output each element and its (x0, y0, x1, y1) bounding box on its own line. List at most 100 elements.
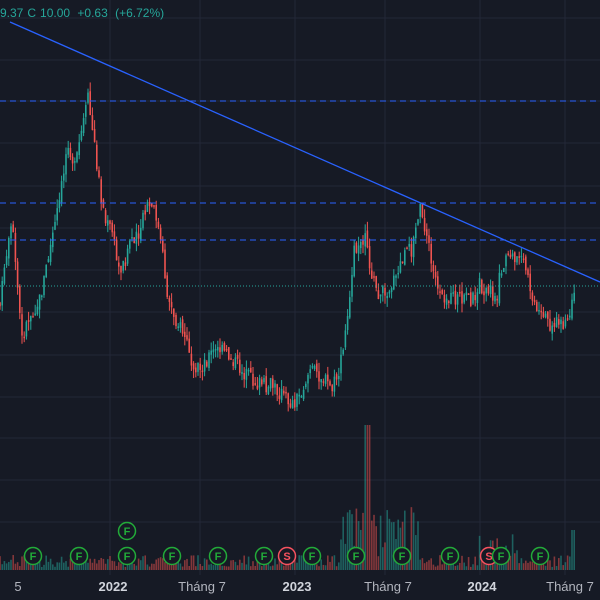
event-letter: F (399, 551, 406, 563)
dividend-event-icon[interactable]: F (440, 546, 460, 566)
volume-bar (470, 566, 472, 570)
dividend-event-icon[interactable]: F (208, 546, 228, 566)
volume-bar (329, 561, 331, 570)
volume-bar (547, 559, 549, 570)
horizontal-levels[interactable] (0, 100, 600, 287)
candle-body (135, 231, 138, 244)
candle-body (170, 301, 173, 308)
candle-body (555, 317, 558, 328)
candle-body (184, 331, 186, 338)
volume-bar (531, 561, 534, 570)
volume-bar (542, 561, 545, 570)
candle-body (206, 361, 208, 367)
candle-body (228, 347, 230, 360)
candle-body (126, 248, 129, 264)
volume-bar (540, 564, 542, 570)
candle-body (536, 301, 538, 311)
volume-bar (527, 562, 529, 570)
candle-body (208, 352, 210, 368)
candle-body (162, 239, 164, 252)
volume-bar (390, 522, 393, 570)
candle-body (38, 294, 41, 310)
dividend-event-icon[interactable]: F (392, 546, 412, 566)
volume-bar (60, 556, 63, 570)
candle-body (188, 338, 190, 353)
volume-bar (38, 561, 41, 570)
time-axis[interactable]: 5 2022 Tháng 7 2023 Tháng 7 2024 Tháng 7 (0, 575, 600, 600)
volume-bar (366, 425, 369, 570)
candle-body (452, 292, 454, 294)
volume-bar (507, 555, 509, 570)
candle-body (520, 255, 523, 258)
candle-body (562, 321, 564, 329)
volume-bar (52, 564, 54, 570)
dividend-event-icon[interactable]: F (69, 546, 89, 566)
dividend-event-icon[interactable]: F (162, 546, 182, 566)
candle-body (287, 393, 289, 405)
volume-bar (43, 564, 45, 570)
dividend-event-icon[interactable]: F (491, 546, 511, 566)
candle-body (344, 330, 347, 348)
legend-close-label: C (27, 6, 37, 20)
candle-body (261, 379, 263, 385)
candle-body (494, 295, 496, 302)
dividend-event-icon[interactable]: F (302, 546, 322, 566)
dividend-event-icon[interactable]: F (254, 546, 274, 566)
dividend-event-icon[interactable]: F (346, 546, 366, 566)
volume-bar (298, 555, 300, 570)
candle-body (362, 240, 364, 245)
candle-body (192, 363, 195, 370)
candle-body (481, 279, 483, 294)
descending-trendline[interactable] (9, 21, 600, 283)
candle-body (91, 115, 94, 130)
candle-body (67, 147, 69, 155)
event-letter: F (124, 551, 131, 563)
candle-body (505, 255, 507, 267)
event-markers[interactable]: F F F F F F S F F F F S F FF (23, 521, 550, 566)
candle-body (289, 403, 292, 408)
candle-body (302, 389, 305, 399)
ohlc-legend: 9.37 C 10.00 +0.63 (+6.72%) (0, 6, 168, 20)
candle-body (558, 319, 560, 325)
volume-bar (476, 565, 479, 570)
trendline-drawing[interactable] (9, 21, 600, 283)
volume-bar (131, 562, 133, 570)
volume-bar (443, 559, 446, 570)
candle-body (85, 105, 87, 117)
volume-bar (478, 535, 481, 570)
candle-body (234, 357, 237, 369)
volume-bar (265, 562, 267, 570)
volume-bar (102, 558, 105, 570)
candle-body (518, 256, 520, 258)
volume-bar (463, 562, 465, 570)
time-axis-label: 5 (14, 579, 21, 594)
volume-bar (520, 558, 523, 570)
volume-bar (93, 558, 96, 570)
candle-body (36, 306, 39, 315)
dividend-event-icon[interactable]: F (117, 521, 137, 541)
dividend-event-icon[interactable]: F (23, 546, 43, 566)
candle-body (175, 314, 177, 327)
candle-body (382, 286, 384, 293)
candle-body (54, 221, 56, 230)
candle-body (76, 152, 78, 162)
candle-body (230, 358, 232, 360)
candle-body (256, 385, 259, 389)
candle-body (566, 318, 569, 320)
candle-body (129, 240, 131, 249)
candle-body (346, 316, 349, 330)
candle-body (395, 275, 397, 278)
volume-bar (58, 562, 61, 570)
dividend-event-icon[interactable]: F (117, 546, 137, 566)
time-axis-background (0, 575, 600, 600)
candle-body (190, 353, 193, 366)
volume-bar (474, 556, 476, 570)
volume-bar (364, 425, 366, 570)
volume-bar (186, 558, 188, 570)
volume-bar (439, 555, 441, 570)
split-event-icon[interactable]: S (277, 546, 297, 566)
volume-bar (199, 563, 201, 570)
dividend-event-icon[interactable]: F (530, 546, 550, 566)
